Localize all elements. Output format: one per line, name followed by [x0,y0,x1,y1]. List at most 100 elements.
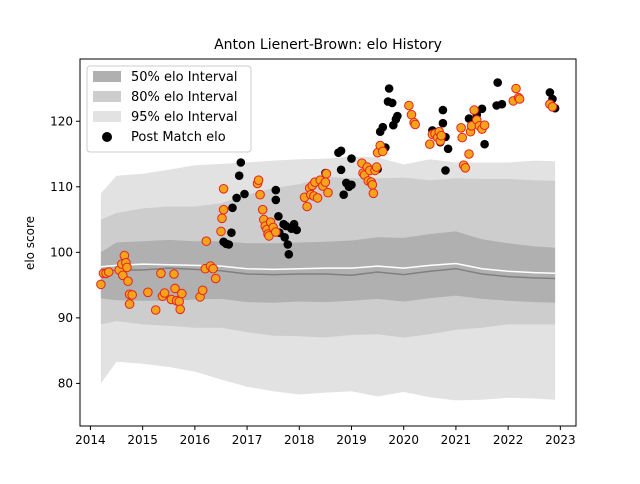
post-match-point [441,166,450,175]
highlighted-match-point [201,236,212,246]
legend-label: 95% elo Interval [131,110,238,125]
highlighted-match-point [103,267,114,277]
post-match-point [336,146,346,156]
post-match-point [292,225,302,235]
post-match-point [497,99,507,109]
legend-label: 50% elo Interval [131,70,238,85]
highlighted-match-point [174,296,184,307]
x-tick-label: 2018 [284,433,315,447]
post-match-point [284,250,294,259]
highlighted-match-point [197,285,208,296]
band-50-interval [100,231,556,303]
post-match-point [464,114,474,123]
mean-elo-line [100,267,556,280]
x-tick-label: 2023 [545,433,576,447]
highlighted-match-point [216,226,226,237]
highlighted-match-point [312,193,323,203]
legend-swatch [93,91,121,102]
highlighted-match-point [469,105,480,115]
post-match-point [480,139,489,149]
highlighted-match-point [257,204,268,215]
post-match-points [96,78,560,315]
post-match-point [378,122,388,132]
highlighted-match-point [378,146,388,157]
y-tick-label: 120 [50,114,73,128]
x-tick-label: 2019 [336,433,367,447]
post-match-point [393,111,402,121]
highlighted-match-point [218,204,229,215]
post-match-point [224,240,234,249]
x-tick-label: 2017 [232,433,263,447]
post-match-point [438,105,448,115]
post-match-point [240,189,249,199]
y-tick-label: 110 [50,180,73,194]
post-match-point [236,158,246,167]
highlighted-match-point [217,213,227,224]
highlighted-match-point [511,83,521,94]
post-match-point [274,212,283,221]
highlighted-match-point [122,262,132,273]
highlighted-match-point [320,177,331,187]
highlighted-match-point [479,120,490,130]
highlighted-match-point [368,188,379,199]
highlighted-match-point [456,123,466,133]
chart-title: Anton Lienert-Brown: elo History [214,37,442,53]
mean-lines [100,262,556,280]
post-match-point [347,180,356,190]
post-match-point [232,193,241,203]
post-match-point [443,144,453,154]
post-match-point [280,233,290,242]
highlighted-match-point [218,184,229,194]
post-match-point [339,190,349,199]
highlighted-match-point [169,269,179,279]
x-tick-label: 2020 [388,433,419,447]
highlighted-match-point [371,162,382,172]
y-tick-label: 90 [58,311,73,325]
highlighted-match-point [436,130,447,141]
highlighted-match-point [210,273,221,284]
post-match-point [227,228,236,237]
y-tick-label: 100 [50,245,73,259]
highlighted-match-point [150,305,161,315]
x-tick-label: 2016 [180,433,211,447]
highlighted-match-point [460,163,471,173]
highlighted-match-point [124,299,135,309]
x-tick-label: 2014 [75,433,106,447]
highlighted-match-point [367,180,378,190]
highlighted-match-point [127,290,137,300]
post-match-point [493,78,503,87]
post-match-point [477,104,487,114]
highlighted-match-point [143,287,153,298]
legend-swatch [93,71,121,82]
highlighted-match-point [253,175,264,185]
highlighted-match-point [175,304,185,315]
highlighted-match-point [156,268,166,279]
post-match-point [271,185,281,195]
post-match-point [234,171,244,180]
post-match-point [387,98,397,108]
highlighted-match-point [177,288,187,299]
legend-label: 80% elo Interval [131,90,238,105]
highlighted-match-point [406,109,417,120]
post-match-point [347,154,356,163]
highlighted-match-point [159,288,170,298]
highlighted-match-point [302,201,312,212]
highlighted-match-point [514,94,525,104]
highlighted-match-point [96,279,106,290]
y-tick-label: 80 [58,376,73,390]
highlighted-match-point [123,276,133,287]
legend-marker [102,132,112,142]
highlighted-match-point [425,139,435,149]
highlighted-match-point [457,132,468,143]
post-match-point [384,84,394,93]
highlighted-match-point [464,149,474,159]
highlighted-match-point [170,283,180,294]
highlighted-match-point [323,187,333,198]
highlighted-match-point [255,189,265,200]
highlighted-match-point [321,168,332,179]
post-match-point [271,195,281,205]
interval-bands [100,156,556,401]
post-match-point [438,118,448,128]
highlighted-match-point [547,102,558,112]
